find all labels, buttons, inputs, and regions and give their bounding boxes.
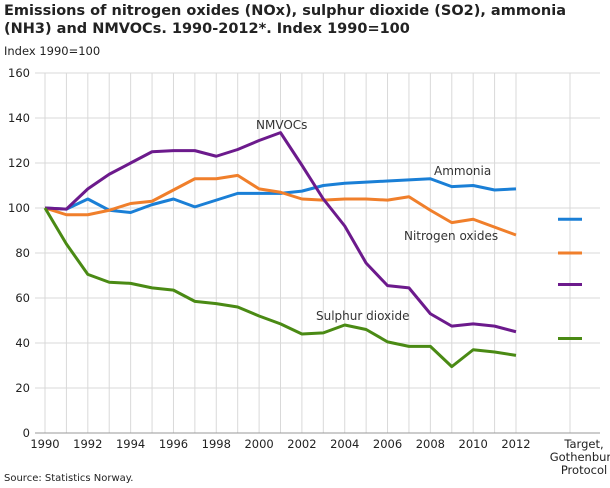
y-tick-label: 120: [8, 156, 30, 170]
target-label: Protocol: [561, 463, 607, 477]
y-tick-label: 20: [15, 381, 30, 395]
series-label: Nitrogen oxides: [404, 229, 498, 243]
x-tick-label: 1998: [202, 437, 231, 451]
x-tick-label: 2002: [287, 437, 316, 451]
x-tick-label: 2012: [501, 437, 530, 451]
x-tick-label: 1992: [73, 437, 102, 451]
source-note: Source: Statistics Norway.: [4, 473, 134, 484]
series-line-nitrogen-oxides: [44, 173, 517, 237]
x-tick-label: 2008: [416, 437, 445, 451]
series-line-nmvocs: [44, 131, 517, 334]
y-tick-label: 0: [23, 426, 30, 440]
y-tick-label: 80: [15, 246, 30, 260]
series-line-sulphur-dioxide: [43, 207, 517, 369]
y-axis-label: Index 1990=100: [4, 44, 101, 58]
series-label: Ammonia: [434, 164, 491, 178]
x-tick-label: 2010: [459, 437, 488, 451]
chart-title: Emissions of nitrogen oxides (NOx), sulp…: [4, 3, 566, 37]
x-tick-label: 2004: [330, 437, 359, 451]
y-tick-label: 160: [8, 66, 30, 80]
y-tick-label: 60: [15, 291, 30, 305]
y-tick-label: 140: [8, 111, 30, 125]
x-tick-label: 2000: [244, 437, 273, 451]
x-tick-label: 1990: [30, 437, 59, 451]
y-tick-label: 100: [8, 201, 30, 215]
x-tick-label: 1994: [116, 437, 145, 451]
y-tick-label: 40: [15, 336, 30, 350]
x-tick-label: 1996: [159, 437, 188, 451]
target-label: Target,: [563, 437, 603, 451]
target-label: Gothenburg: [550, 450, 610, 464]
series-label: Sulphur dioxide: [316, 309, 410, 323]
series-label: NMVOCs: [256, 118, 307, 132]
x-tick-label: 2006: [373, 437, 402, 451]
